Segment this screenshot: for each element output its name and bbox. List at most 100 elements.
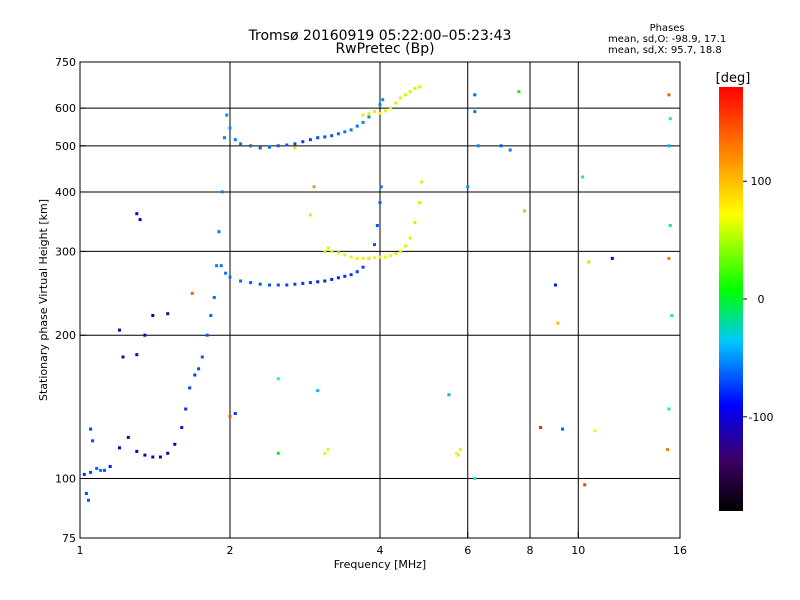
data-point (517, 90, 521, 94)
x-tick-label: 4 (377, 544, 384, 557)
data-point (308, 213, 312, 217)
data-point (408, 90, 412, 94)
data-point (135, 212, 139, 216)
data-point (499, 144, 503, 148)
data-point (143, 333, 147, 337)
data-point (249, 281, 253, 285)
data-point (399, 249, 403, 253)
data-point (268, 283, 271, 287)
data-point (383, 255, 387, 259)
data-point (293, 146, 297, 150)
x-tick-label: 1 (77, 544, 84, 557)
colorbar-tick-label: -100 (749, 411, 774, 424)
data-point (258, 282, 262, 286)
data-point (312, 185, 316, 189)
data-point (418, 85, 421, 89)
data-point (215, 264, 219, 268)
data-point (581, 175, 585, 179)
data-point (82, 472, 86, 476)
data-point (373, 243, 376, 247)
data-point (249, 144, 253, 148)
data-point (336, 276, 340, 280)
data-point (355, 256, 359, 260)
data-point (355, 124, 359, 128)
data-point (118, 446, 121, 450)
data-point (473, 477, 477, 480)
data-point (276, 451, 280, 455)
data-point (330, 249, 334, 253)
y-tick-label: 500 (55, 140, 76, 153)
data-point (593, 429, 597, 433)
data-point (316, 389, 320, 393)
data-point (200, 355, 204, 359)
data-point (151, 455, 155, 459)
data-point (668, 117, 672, 121)
data-point (336, 132, 340, 136)
data-point (413, 86, 417, 90)
data-point (367, 115, 371, 119)
data-point (301, 281, 305, 285)
legend-title: Phases (649, 23, 685, 34)
data-point (336, 251, 340, 255)
data-point (666, 448, 669, 452)
phase-legend: Phases mean, sd,O: -98.9, 17.1 mean, sd,… (608, 23, 726, 56)
data-point (209, 314, 213, 317)
data-point (99, 468, 103, 472)
data-point (367, 256, 371, 260)
data-point (404, 93, 407, 97)
data-point (118, 328, 121, 332)
data-point (276, 377, 280, 381)
data-point (184, 407, 188, 411)
colorbar-label: [deg] (716, 71, 751, 86)
data-point (103, 468, 106, 472)
data-point (355, 270, 359, 274)
colorbar-tick-label: 0 (758, 293, 765, 306)
data-point (610, 256, 614, 260)
data-point (225, 113, 229, 117)
y-tick-label: 300 (55, 245, 76, 258)
data-point (326, 246, 330, 250)
data-point (158, 455, 162, 459)
axes: 1 2 4 6 8 10 16 75 100 200 300 400 500 600 750 (55, 56, 687, 557)
data-point (330, 134, 334, 138)
x-tick-label: 2 (227, 544, 234, 557)
data-point (316, 280, 320, 284)
data-point (458, 448, 462, 452)
legend-o-mode: mean, sd,O: -98.9, 17.1 (608, 34, 727, 45)
data-point (326, 448, 330, 452)
data-point (361, 265, 365, 269)
data-point (188, 386, 192, 390)
data-point (378, 103, 382, 107)
data-point (389, 254, 393, 258)
data-point (239, 142, 243, 146)
x-tick-label: 16 (673, 544, 687, 557)
data-point (361, 113, 365, 117)
data-point (121, 355, 125, 359)
data-point (404, 244, 407, 248)
data-point (228, 126, 232, 130)
data-point (323, 135, 327, 139)
data-point (447, 393, 451, 397)
colorbar-ticks: -100 0 100 (743, 175, 773, 424)
data-point (583, 483, 587, 487)
y-tick-label: 750 (55, 56, 76, 69)
data-point (151, 314, 155, 317)
data-point (276, 144, 280, 148)
data-point (166, 312, 170, 316)
data-point (197, 367, 201, 371)
colorbar-tick-label: 100 (751, 175, 772, 188)
data-point (670, 314, 674, 317)
data-point (413, 221, 417, 224)
y-tick-label: 75 (62, 532, 76, 545)
data-point (323, 249, 327, 253)
data-point (361, 120, 365, 124)
data-point (378, 201, 382, 205)
data-point (239, 279, 243, 283)
data-point (667, 407, 671, 411)
data-point (87, 498, 90, 502)
data-point (224, 271, 228, 275)
data-point (285, 283, 289, 287)
x-tick-label: 6 (464, 544, 471, 557)
data-point (293, 142, 297, 146)
data-point (473, 110, 477, 114)
